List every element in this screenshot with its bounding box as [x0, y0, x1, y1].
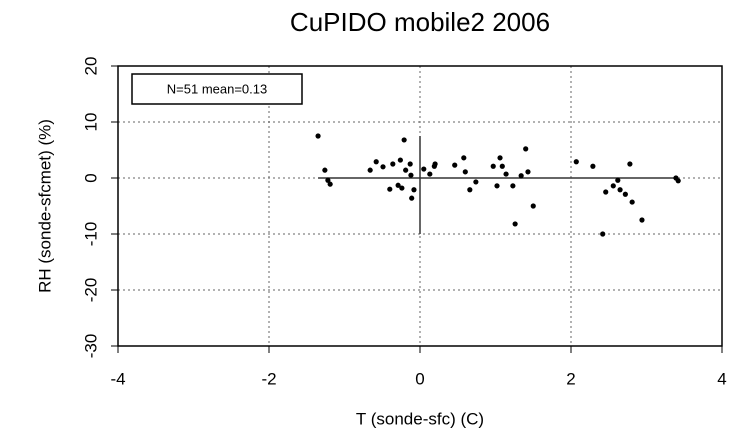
x-axis-label: T (sonde-sfc) (C)	[356, 409, 484, 428]
point	[397, 157, 403, 163]
point	[403, 167, 409, 173]
point	[490, 163, 496, 169]
point	[411, 187, 417, 193]
y-axis-label: RH (sonde-sfcmet) (%)	[35, 119, 54, 293]
point	[510, 183, 516, 189]
point	[610, 183, 616, 189]
point	[387, 186, 393, 192]
point	[452, 162, 458, 168]
point	[461, 155, 467, 161]
y-tick-label: 10	[81, 113, 100, 132]
point	[409, 195, 415, 201]
point	[322, 167, 328, 173]
point	[617, 187, 623, 193]
point	[499, 163, 505, 169]
point	[467, 187, 473, 193]
x-tick-label: 0	[415, 369, 424, 388]
point	[573, 159, 579, 165]
point	[590, 163, 596, 169]
point	[432, 161, 438, 167]
y-tick-label: -10	[81, 222, 100, 247]
point	[315, 133, 321, 139]
point	[497, 155, 503, 161]
x-tick-label: -4	[110, 369, 125, 388]
point	[600, 231, 606, 237]
point	[407, 161, 413, 167]
point	[525, 169, 531, 175]
point	[462, 169, 468, 175]
point	[367, 167, 373, 173]
point	[627, 161, 633, 167]
point	[518, 173, 524, 179]
point	[373, 159, 379, 165]
point	[523, 146, 529, 152]
chart-title: CuPIDO mobile2 2006	[290, 7, 550, 37]
point	[399, 185, 405, 191]
point	[390, 161, 396, 167]
point	[494, 183, 500, 189]
point	[327, 181, 333, 187]
point	[427, 171, 433, 177]
point	[675, 178, 681, 184]
point	[622, 191, 628, 197]
point	[629, 199, 635, 205]
annotation-box	[131, 73, 303, 105]
x-tick-label: -2	[261, 369, 276, 388]
x-tick-label: 4	[717, 369, 726, 388]
point	[395, 182, 401, 188]
y-tick-label: 0	[81, 173, 100, 182]
point	[503, 171, 509, 177]
y-tick-label: -20	[81, 278, 100, 303]
point	[408, 172, 414, 178]
y-tick-label: -30	[81, 334, 100, 359]
point	[639, 217, 645, 223]
x-tick-label: 2	[566, 369, 575, 388]
point	[512, 221, 518, 227]
y-tick-label: 20	[81, 57, 100, 76]
annotation: N=51 mean=0.13	[167, 81, 267, 96]
point	[603, 189, 609, 195]
point	[421, 166, 427, 172]
point	[380, 164, 386, 170]
point	[401, 137, 407, 143]
point	[530, 203, 536, 209]
point	[473, 179, 479, 185]
point	[615, 177, 621, 183]
point	[325, 177, 331, 183]
